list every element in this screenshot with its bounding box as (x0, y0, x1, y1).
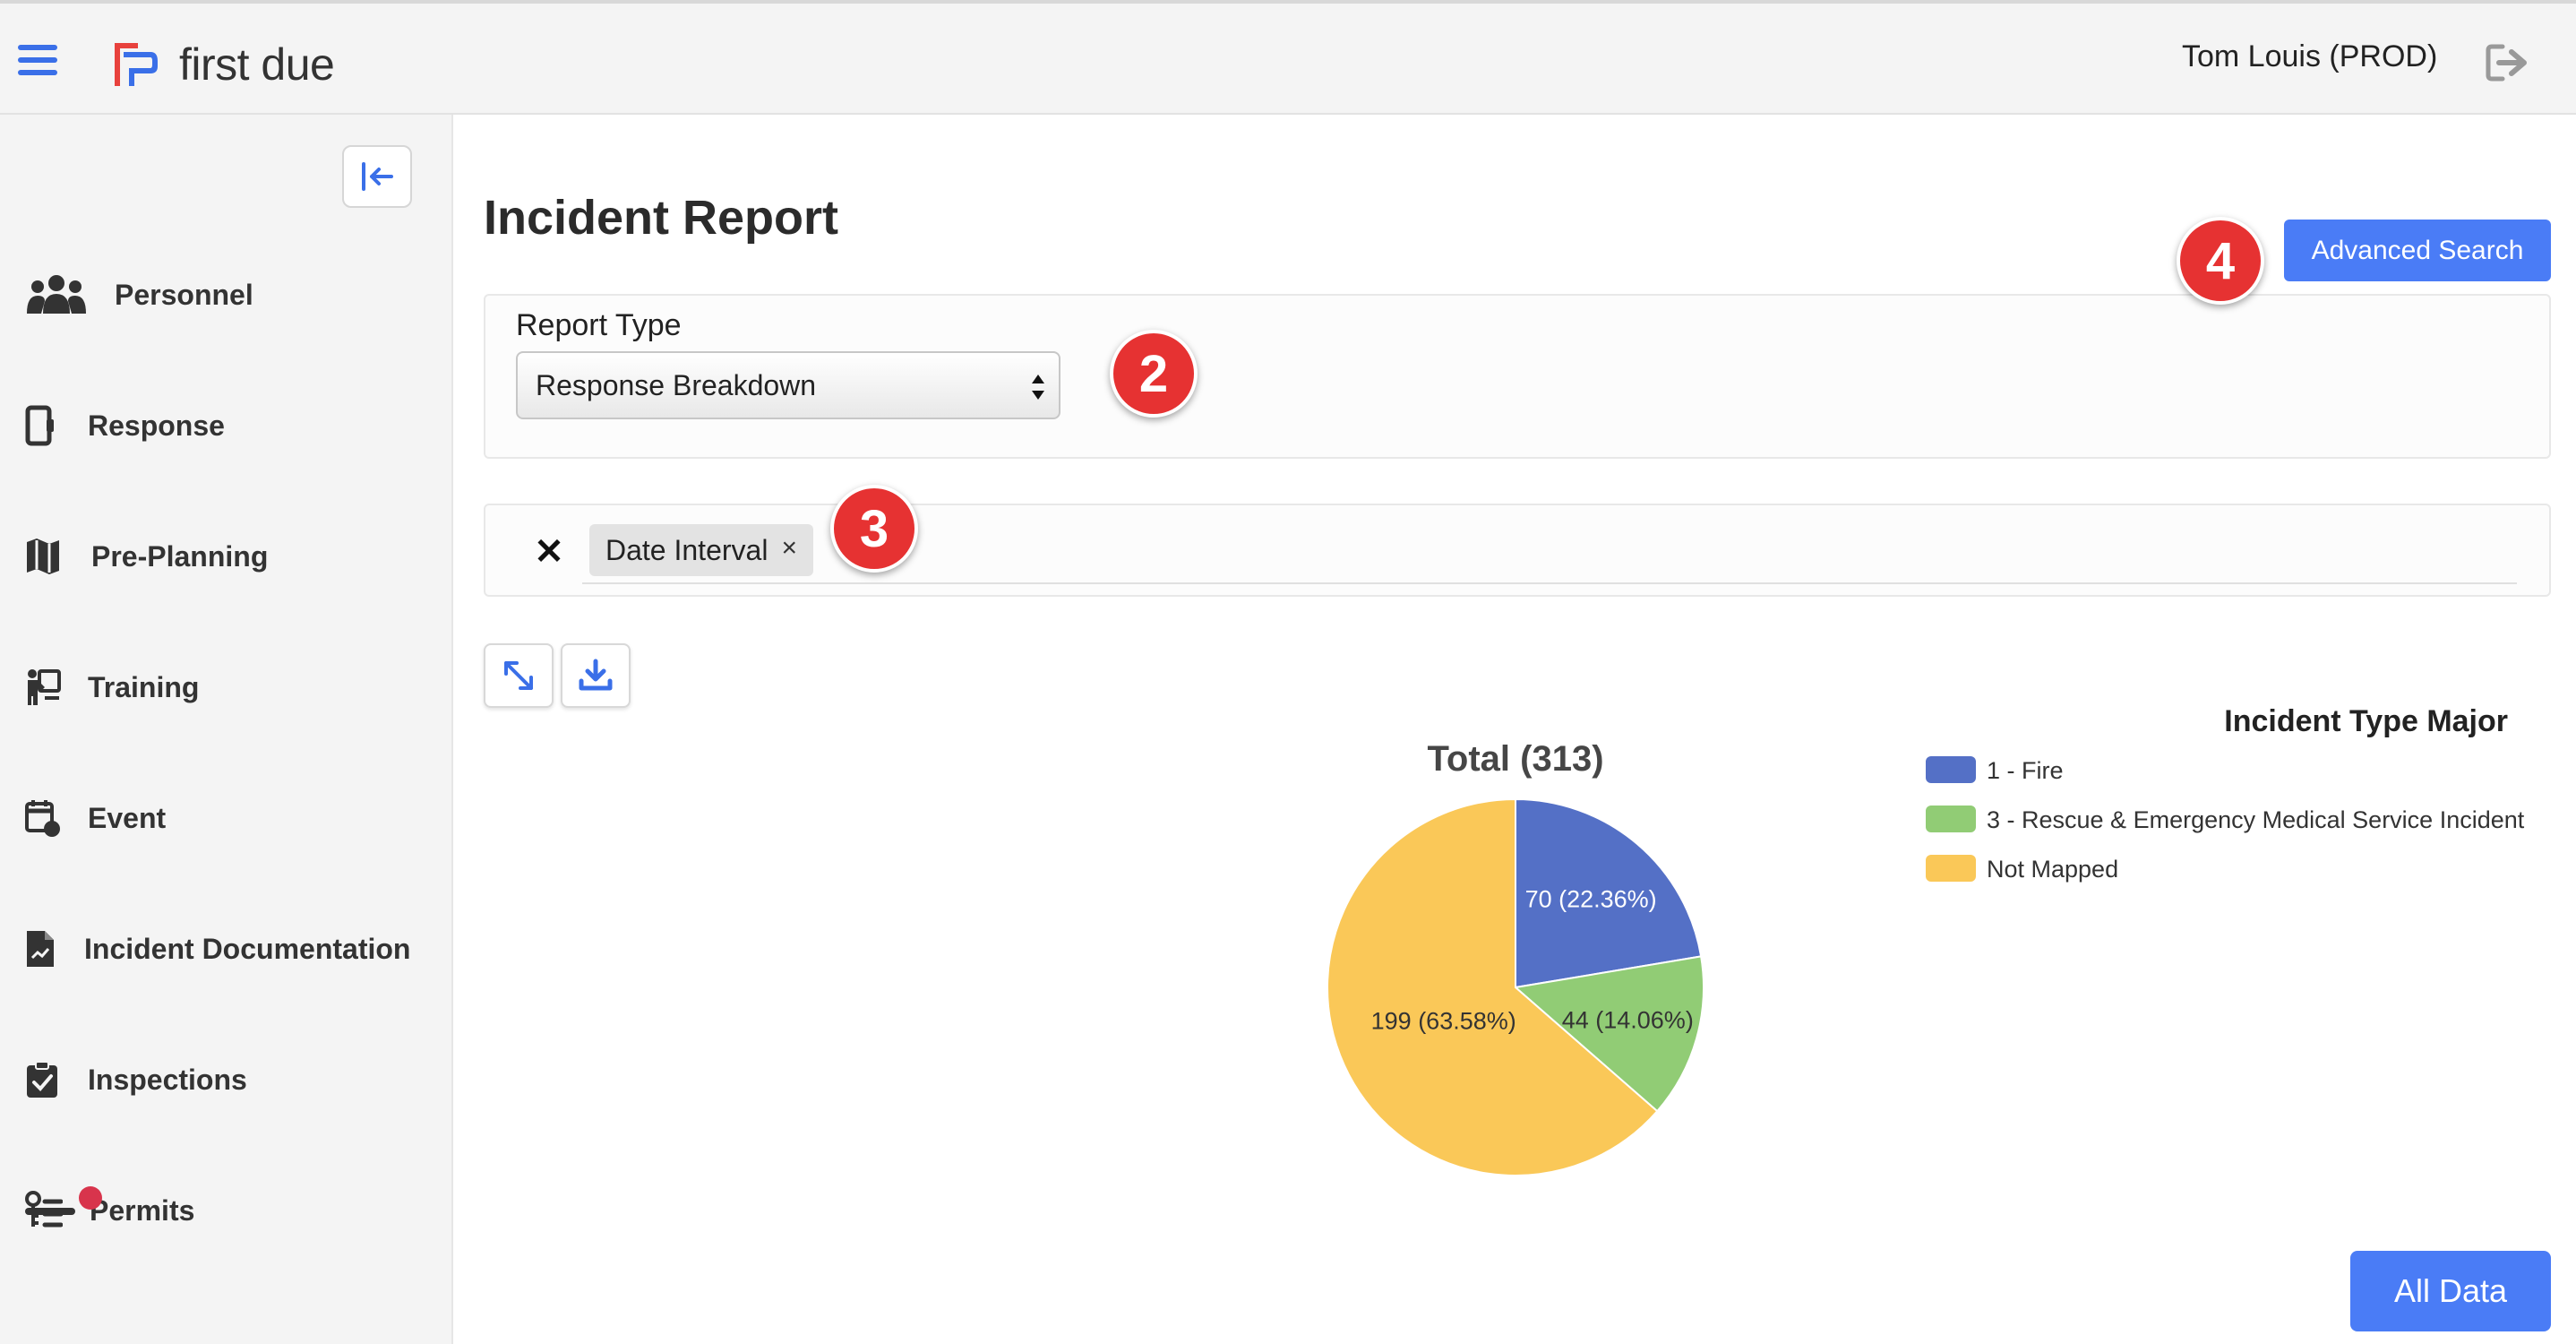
legend-swatch-2[interactable] (1926, 855, 1976, 882)
filter-divider (582, 582, 2517, 584)
collapse-left-icon (362, 162, 393, 191)
sidebar-item-event[interactable]: Event (25, 791, 166, 845)
incident-pie-chart: Total (313) 70 (22.36%) 44 (14.06%) 199 (6… (1327, 704, 2525, 1176)
expand-arrows-icon (504, 661, 533, 690)
menu-icon[interactable] (18, 45, 57, 75)
legend-swatch-0[interactable] (1926, 756, 1976, 783)
sidebar-item-training[interactable]: Training (25, 660, 199, 714)
legend-label-0[interactable]: 1 - Fire (1987, 757, 2064, 784)
sidebar-item-label: Training (88, 670, 200, 703)
page-title: Incident Report (484, 191, 839, 245)
clipboard-check-icon (25, 1057, 61, 1102)
sidebar-item-response[interactable]: Response (25, 399, 225, 452)
annotation-badge-3: 3 (830, 485, 918, 573)
sidebar-item-pre-planning[interactable]: Pre-Planning (25, 530, 268, 583)
filter-panel (484, 504, 2551, 597)
logo-text: first due (179, 39, 335, 90)
pie-slice-label-2: 199 (63.58%) (1371, 1007, 1516, 1034)
annotation-badge-4: 4 (2177, 217, 2264, 305)
top-bar: first due Tom Louis (PROD) (0, 0, 2576, 115)
sidebar-item-label: Personnel (115, 278, 253, 311)
sidebar-item-label: Pre-Planning (91, 539, 269, 573)
download-icon (579, 659, 613, 691)
pie-slice-2[interactable] (1327, 797, 1659, 1176)
logo: first due (111, 38, 335, 91)
remove-chip-icon[interactable]: × (781, 533, 797, 563)
sidebar-item-label: Incident Documentation (84, 932, 411, 965)
document-chart-icon (25, 926, 57, 971)
sidebar-item-label: Permits (90, 1193, 195, 1227)
legend-title: Incident Type Major (2224, 704, 2508, 738)
legend-swatch-1[interactable] (1926, 806, 1976, 832)
tablet-icon (25, 403, 61, 448)
sidebar-item-permits[interactable]: Permits (25, 1184, 194, 1237)
sidebar-item-personnel[interactable]: Personnel (25, 268, 253, 322)
sidebar-item-incident-documentation[interactable]: Incident Documentation (25, 922, 410, 976)
pie-slice-0[interactable] (1515, 797, 1703, 989)
filter-chip-label: Date Interval (605, 533, 769, 566)
report-type-select[interactable]: Response Breakdown (516, 351, 1060, 419)
download-chart-button[interactable] (561, 643, 631, 708)
advanced-search-button[interactable]: Advanced Search (2284, 220, 2551, 281)
select-arrows-icon (1032, 375, 1044, 400)
sidebar (0, 115, 453, 1344)
user-name[interactable]: Tom Louis (PROD) (2182, 39, 2438, 73)
legend-label-2[interactable]: Not Mapped (1987, 856, 2118, 883)
collapse-sidebar-button[interactable] (342, 145, 412, 208)
sidebar-item-label: Event (88, 801, 167, 834)
sidebar-item-partial-icon[interactable] (25, 1208, 75, 1215)
pie-slice-label-0: 70 (22.36%) (1525, 886, 1657, 913)
clear-filters-icon[interactable]: ✕ (534, 532, 564, 572)
report-type-label: Report Type (516, 308, 682, 342)
pie-slice-1[interactable] (1513, 955, 1704, 1113)
pie-slice-label-1: 44 (14.06%) (1562, 1006, 1694, 1033)
annotation-badge-2: 2 (1110, 330, 1198, 418)
map-icon (25, 534, 64, 579)
expand-chart-button[interactable] (484, 643, 554, 708)
calendar-icon (25, 796, 61, 840)
report-type-value: Response Breakdown (536, 368, 817, 401)
chart-title: Total (313) (1427, 739, 1603, 779)
notification-dot (79, 1186, 102, 1210)
first-due-logo-icon (115, 43, 158, 86)
logout-icon[interactable] (2485, 43, 2531, 82)
users-icon (25, 272, 88, 317)
presentation-icon (25, 665, 61, 710)
legend-label-1[interactable]: 3 - Rescue & Emergency Medical Service I… (1987, 806, 2525, 833)
sidebar-item-inspections[interactable]: Inspections (25, 1053, 247, 1107)
sidebar-item-label: Response (88, 409, 225, 442)
sidebar-item-label: Inspections (88, 1063, 247, 1096)
all-data-button[interactable]: All Data (2350, 1251, 2551, 1331)
filter-chip-date-interval[interactable]: Date Interval × (589, 524, 813, 576)
